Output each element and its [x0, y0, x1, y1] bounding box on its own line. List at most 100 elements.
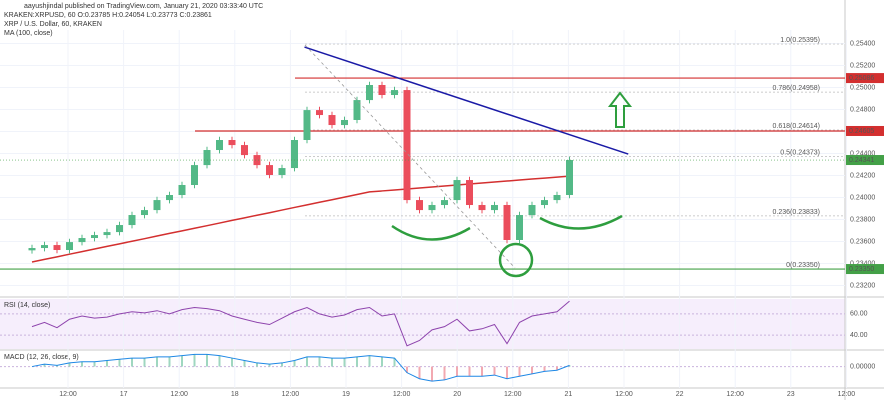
- candle-body: [291, 140, 298, 169]
- candle-body: [141, 210, 148, 216]
- rsi-label: RSI (14, close): [4, 302, 50, 309]
- y-tick-label: 0.23200: [850, 282, 875, 289]
- candle-body: [266, 165, 273, 175]
- candle-body: [41, 245, 48, 249]
- macd-histogram: [456, 366, 458, 377]
- y-tick-label: 0.24400: [850, 150, 875, 157]
- x-tick-label: 12:00: [59, 391, 77, 398]
- pane-tick-label: 0.00000: [850, 363, 875, 370]
- y-tick-label: 0.23800: [850, 216, 875, 223]
- macd-histogram: [518, 366, 521, 377]
- macd-histogram: [193, 354, 196, 367]
- macd-histogram: [131, 358, 133, 367]
- macd-histogram: [293, 360, 296, 367]
- candle-body: [341, 119, 348, 126]
- macd-line: [31, 353, 570, 382]
- macd-histogram: [81, 361, 83, 367]
- candle-body: [128, 215, 136, 226]
- fib-label: 0.236(0.23833): [773, 209, 820, 216]
- macd-histogram: [393, 358, 396, 367]
- macd-histogram: [106, 360, 108, 367]
- price-tag-label: 0.24341: [849, 157, 874, 164]
- candle-body: [353, 100, 361, 120]
- macd-histogram: [556, 366, 558, 371]
- candle-body: [478, 205, 486, 211]
- candle-body: [378, 85, 386, 96]
- macd-histogram: [418, 366, 421, 379]
- candle-body: [241, 145, 248, 156]
- candle-body: [566, 160, 573, 196]
- candle-body: [166, 195, 173, 201]
- trendline: [304, 46, 629, 155]
- macd-histogram: [118, 359, 121, 367]
- macd-histogram: [93, 361, 96, 367]
- symbol-line: KRAKEN:XRPUSD, 60 O:0.23785 H:0.24054 L:…: [4, 12, 212, 19]
- rsi-pane-bg: [0, 299, 845, 349]
- support-curve: [539, 214, 623, 230]
- candle-body: [78, 238, 86, 243]
- macd-histogram: [493, 366, 496, 376]
- published-text: aayushjindal published on TradingView.co…: [24, 3, 263, 10]
- rsi-line: [31, 300, 570, 347]
- ma-label: MA (100, close): [4, 30, 53, 37]
- macd-histogram: [231, 358, 233, 367]
- macd-histogram: [381, 356, 383, 367]
- candle-body: [416, 200, 423, 211]
- y-tick-label: 0.24000: [850, 194, 875, 201]
- macd-histogram: [406, 366, 408, 373]
- candle-body: [366, 85, 373, 101]
- x-tick-label: 19: [342, 391, 350, 398]
- candle-body: [278, 168, 286, 175]
- candle-body: [66, 242, 73, 251]
- pane-tick-label: 40.00: [850, 332, 868, 339]
- macd-histogram: [481, 366, 483, 377]
- macd-histogram: [206, 354, 208, 367]
- x-tick-label: 12:00: [838, 391, 856, 398]
- candle-body: [53, 245, 61, 251]
- candle-body: [103, 232, 111, 236]
- y-tick-label: 0.23600: [850, 238, 875, 245]
- y-tick-label: 0.25400: [850, 40, 875, 47]
- candle-body: [428, 205, 436, 211]
- x-tick-label: 20: [453, 391, 461, 398]
- y-tick-label: 0.23400: [850, 260, 875, 267]
- candle-body: [116, 225, 123, 233]
- macd-histogram: [306, 356, 308, 367]
- macd-histogram: [343, 358, 346, 367]
- macd-histogram: [568, 365, 571, 367]
- candle-body: [216, 140, 223, 151]
- y-tick-label: 0.25000: [850, 84, 875, 91]
- candle-body: [528, 205, 536, 216]
- candle-body: [441, 200, 448, 206]
- macd-histogram: [543, 366, 546, 372]
- candle-body: [303, 110, 311, 141]
- candle-body: [491, 205, 498, 211]
- x-tick-label: 21: [565, 391, 573, 398]
- macd-histogram: [68, 362, 71, 367]
- x-tick-label: 23: [787, 391, 795, 398]
- macd-histogram: [356, 356, 358, 367]
- price-tag: [846, 125, 884, 136]
- candle-body: [178, 184, 186, 196]
- macd-histogram: [156, 356, 158, 367]
- fib-label: 0.5(0.24373): [780, 149, 820, 156]
- macd-label: MACD (12, 26, close, 9): [4, 354, 79, 361]
- candle-body: [453, 180, 461, 201]
- candle-body: [28, 248, 36, 251]
- macd-histogram: [43, 364, 46, 367]
- x-tick-label: 17: [120, 391, 128, 398]
- macd-histogram: [218, 355, 221, 367]
- candle-body: [466, 180, 473, 206]
- macd-histogram: [143, 358, 146, 367]
- macd-histogram: [468, 366, 471, 377]
- macd-histogram: [318, 356, 321, 367]
- x-tick-label: 12:00: [726, 391, 744, 398]
- price-tag-label: 0.23350: [849, 266, 874, 273]
- price-tag: [846, 155, 884, 166]
- candle-body: [153, 200, 161, 211]
- y-tick-label: 0.24800: [850, 106, 875, 113]
- price-tag-label: 0.25086: [849, 75, 874, 82]
- up-arrow: [607, 91, 633, 128]
- fib-label: 0(0.23350): [786, 262, 820, 269]
